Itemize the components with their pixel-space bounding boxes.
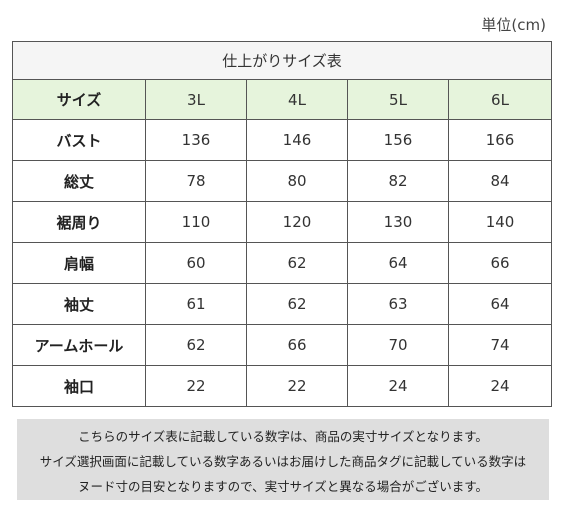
table-row: バスト 136 146 156 166 xyxy=(12,119,553,161)
row-label: 袖口 xyxy=(12,365,146,407)
table-cell: 22 xyxy=(145,365,247,407)
table-cell: 74 xyxy=(447,324,553,366)
row-label: 肩幅 xyxy=(12,242,146,284)
size-chart-table: 仕上がりサイズ表 サイズ 3L 4L 5L 6L バスト 136 146 156… xyxy=(11,41,553,407)
table-title-row: 仕上がりサイズ表 xyxy=(11,41,553,80)
table-row: 肩幅 60 62 64 66 xyxy=(12,242,553,284)
table-cell: 80 xyxy=(246,160,348,202)
table-cell: 62 xyxy=(246,242,348,284)
table-cell: 64 xyxy=(447,283,553,325)
table-cell: 78 xyxy=(145,160,247,202)
table-cell: 24 xyxy=(347,365,449,407)
table-cell: 146 xyxy=(246,119,348,161)
size-column-header: 4L xyxy=(246,79,348,120)
table-cell: 82 xyxy=(347,160,449,202)
table-cell: 62 xyxy=(246,283,348,325)
table-cell: 130 xyxy=(347,201,449,243)
row-label: 総丈 xyxy=(12,160,146,202)
table-row: 総丈 78 80 82 84 xyxy=(12,160,553,202)
table-row: 裾周り 110 120 130 140 xyxy=(12,201,553,243)
table-cell: 120 xyxy=(246,201,348,243)
table-cell: 60 xyxy=(145,242,247,284)
unit-label: 単位(cm) xyxy=(481,16,546,34)
table-cell: 66 xyxy=(246,324,348,366)
table-cell: 63 xyxy=(347,283,449,325)
table-cell: 66 xyxy=(447,242,553,284)
table-cell: 64 xyxy=(347,242,449,284)
row-label: アームホール xyxy=(12,324,146,366)
row-label: 袖丈 xyxy=(12,283,146,325)
note-line: ヌード寸の目安となりますので、実寸サイズと異なる場合がございます。 xyxy=(77,479,488,494)
table-cell: 62 xyxy=(145,324,247,366)
table-cell: 140 xyxy=(447,201,553,243)
table-cell: 84 xyxy=(447,160,553,202)
size-column-header: 5L xyxy=(347,79,449,120)
header-corner-label: サイズ xyxy=(12,79,146,120)
table-cell: 70 xyxy=(347,324,449,366)
row-label: バスト xyxy=(12,119,146,161)
note-line: こちらのサイズ表に記載している数字は、商品の実寸サイズとなります。 xyxy=(78,429,488,444)
table-cell: 61 xyxy=(145,283,247,325)
table-cell: 24 xyxy=(447,365,553,407)
table-row: アームホール 62 66 70 74 xyxy=(12,324,553,366)
note-line: サイズ選択画面に記載している数字あるいはお届けした商品タグに記載している数字は xyxy=(39,454,527,469)
table-title: 仕上がりサイズ表 xyxy=(11,41,553,80)
table-header-row: サイズ 3L 4L 5L 6L xyxy=(12,79,553,120)
table-cell: 110 xyxy=(145,201,247,243)
size-note-box: こちらのサイズ表に記載している数字は、商品の実寸サイズとなります。 サイズ選択画… xyxy=(17,419,549,500)
table-cell: 156 xyxy=(347,119,449,161)
size-column-header: 3L xyxy=(145,79,247,120)
table-cell: 136 xyxy=(145,119,247,161)
size-column-header: 6L xyxy=(447,79,553,120)
row-label: 裾周り xyxy=(12,201,146,243)
table-row: 袖丈 61 62 63 64 xyxy=(12,283,553,325)
table-cell: 166 xyxy=(447,119,553,161)
table-cell: 22 xyxy=(246,365,348,407)
table-row: 袖口 22 22 24 24 xyxy=(12,365,553,407)
